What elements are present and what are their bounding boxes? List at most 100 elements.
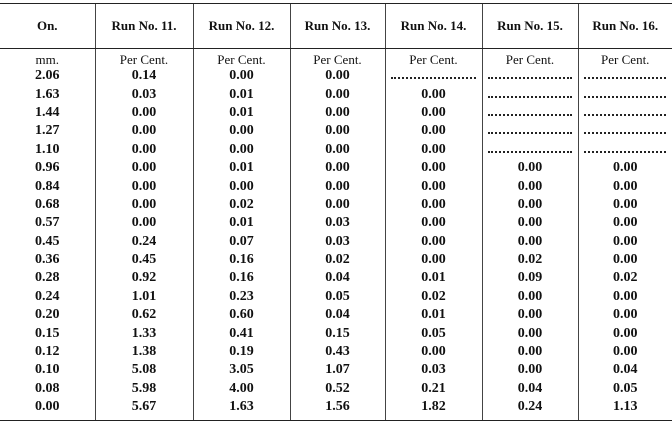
- percent-cell: 0.15: [289, 324, 385, 343]
- data-row: 0.96 0.00 0.01 0.00 0.00 0.00 0.00: [0, 158, 672, 178]
- percent-cell: 0.00: [481, 287, 578, 307]
- percent-cell: 0.00: [577, 306, 672, 325]
- percent-cell: 0.00: [481, 361, 578, 380]
- percent-cell: 0.23: [192, 287, 290, 307]
- percent-cell: 0.00: [577, 177, 672, 196]
- data-row: 0.57 0.00 0.01 0.03 0.00 0.00 0.00: [0, 214, 672, 233]
- percent-cell: 0.03: [94, 85, 193, 104]
- percent-cell: 0.00: [577, 214, 672, 233]
- empty-cell: [481, 122, 578, 141]
- size-cell: 0.96: [35, 160, 60, 176]
- size-cell: 1.44: [35, 104, 60, 120]
- percent-cell: 0.00: [577, 250, 672, 270]
- percent-cell: 0.02: [192, 195, 290, 215]
- units-row: mm. Per Cent. Per Cent. Per Cent. Per Cent. P…: [0, 48, 672, 67]
- size-cell: 0.12: [35, 344, 60, 360]
- dotted-leader: [584, 106, 667, 116]
- percent-cell: 1.01: [94, 287, 193, 307]
- percent-cell: 0.05: [384, 324, 482, 343]
- empty-cell: [384, 67, 482, 86]
- percent-cell: 0.01: [384, 269, 482, 288]
- size-cell: 1.63: [35, 86, 60, 102]
- percent-cell: 0.00: [94, 140, 193, 159]
- percent-cell: 0.00: [289, 85, 385, 104]
- percent-cell: 0.00: [94, 103, 193, 123]
- data-row: 1.44 0.00 0.01 0.00 0.00: [0, 103, 672, 123]
- data-row: 0.36 0.45 0.16 0.02 0.00 0.02 0.00: [0, 250, 672, 270]
- dotted-leader: [584, 143, 667, 153]
- size-cell: 0.10: [35, 362, 60, 378]
- size-cell: 0.20: [35, 307, 60, 323]
- percent-cell: 0.00: [384, 85, 482, 104]
- size-cell: 0.36: [35, 252, 60, 268]
- data-row: 0.84 0.00 0.00 0.00 0.00 0.00 0.00: [0, 177, 672, 196]
- column-header: Run No. 16.: [577, 3, 672, 49]
- size-cell: 0.00: [0, 398, 95, 422]
- percent-cell: 1.33: [94, 324, 193, 343]
- percent-cell: 0.92: [94, 269, 193, 288]
- percent-cell: 0.52: [289, 379, 385, 399]
- percent-cell: 0.00: [289, 158, 385, 178]
- data-row: 0.00 5.67 1.63 1.56 1.82 0.24 1.13: [0, 398, 672, 422]
- percent-cell: 3.05: [192, 361, 290, 380]
- percent-cell: 0.04: [289, 306, 385, 325]
- unit-cell: Per Cent.: [289, 48, 385, 67]
- dotted-leader: [488, 106, 572, 116]
- percent-cell: 0.00: [481, 306, 578, 325]
- percent-cell: 0.41: [192, 324, 290, 343]
- percent-cell: 0.16: [192, 269, 290, 288]
- percent-cell: 0.00: [481, 158, 578, 178]
- percent-cell: 0.00: [481, 232, 578, 251]
- unit-cell: mm.: [35, 52, 59, 67]
- empty-cell: [481, 140, 578, 159]
- size-cell: 0.45: [35, 233, 60, 249]
- percent-cell: 4.00: [192, 379, 290, 399]
- percent-cell: 0.04: [481, 379, 578, 399]
- percent-cell: 0.04: [577, 361, 672, 380]
- data-row: 2.06 0.14 0.00 0.00: [0, 67, 672, 86]
- percent-cell: 0.00: [289, 122, 385, 141]
- header-row: On. Run No. 11. Run No. 12. Run No. 13. Run …: [0, 3, 672, 49]
- percent-cell: 0.01: [192, 158, 290, 178]
- percent-cell: 1.13: [577, 398, 672, 422]
- dotted-leader: [391, 69, 476, 80]
- percent-cell: 0.00: [289, 195, 385, 215]
- empty-cell: [481, 103, 578, 123]
- percent-cell: 0.00: [481, 195, 578, 215]
- percent-cell: 0.03: [384, 361, 482, 380]
- unit-cell: Per Cent.: [577, 48, 672, 67]
- percent-cell: 0.00: [384, 195, 482, 215]
- dotted-leader: [488, 88, 572, 98]
- percent-cell: 0.00: [384, 177, 482, 196]
- data-row: 0.45 0.24 0.07 0.03 0.00 0.00 0.00: [0, 232, 672, 251]
- percent-cell: 0.62: [94, 306, 193, 325]
- percent-cell: 0.00: [577, 195, 672, 215]
- percent-cell: 0.00: [289, 177, 385, 196]
- size-cell: 0.15: [35, 325, 60, 341]
- percent-cell: 0.01: [192, 103, 290, 123]
- percent-cell: 1.82: [384, 398, 482, 422]
- empty-cell: [481, 67, 578, 86]
- size-cell: 0.24: [35, 288, 60, 304]
- percent-cell: 0.00: [384, 342, 482, 362]
- unit-cell: Per Cent.: [192, 48, 290, 67]
- percent-cell: 0.00: [192, 177, 290, 196]
- data-row: 0.08 5.98 4.00 0.52 0.21 0.04 0.05: [0, 379, 672, 399]
- percent-cell: 0.03: [289, 232, 385, 251]
- percent-cell: 0.05: [577, 379, 672, 399]
- data-row: 0.20 0.62 0.60 0.04 0.01 0.00 0.00: [0, 306, 672, 325]
- column-header: Run No. 13.: [289, 3, 385, 49]
- percent-cell: 0.02: [577, 269, 672, 288]
- percent-cell: 0.00: [94, 214, 193, 233]
- column-header: Run No. 12.: [192, 3, 290, 49]
- percent-cell: 1.63: [192, 398, 290, 422]
- dotted-leader: [488, 124, 572, 135]
- column-header: Run No. 11.: [94, 3, 193, 49]
- percent-cell: 0.01: [192, 85, 290, 104]
- percent-cell: 0.00: [577, 287, 672, 307]
- empty-cell: [577, 122, 672, 141]
- percent-cell: 0.00: [192, 67, 290, 86]
- percent-cell: 0.00: [384, 122, 482, 141]
- percent-cell: 0.09: [481, 269, 578, 288]
